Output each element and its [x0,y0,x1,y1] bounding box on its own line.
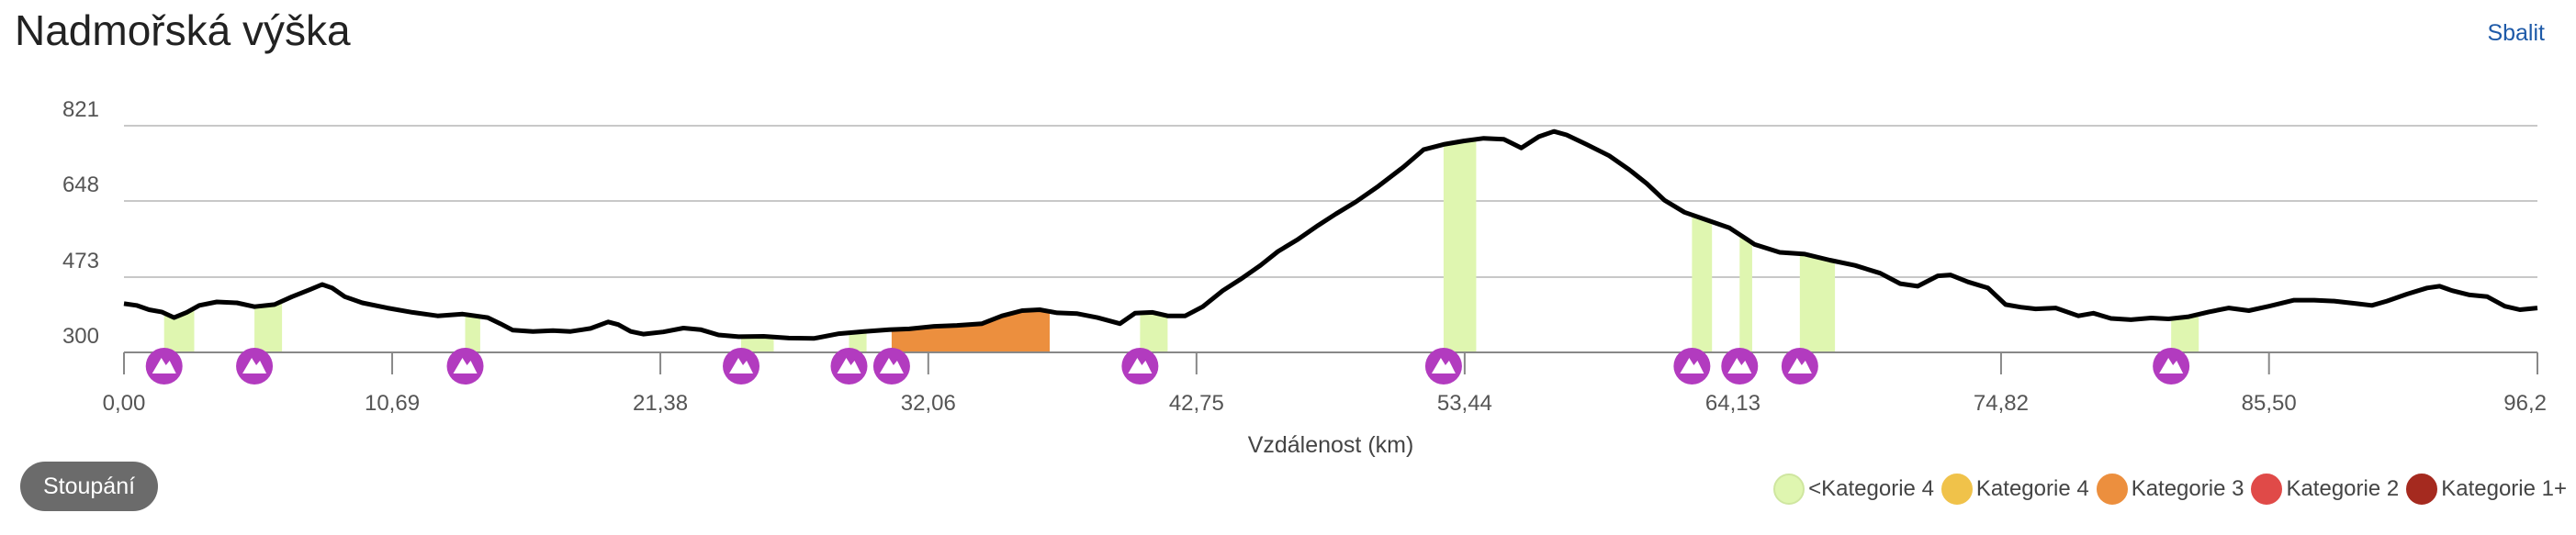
x-tick-label: 21,38 [633,391,688,416]
y-tick-label: 473 [62,249,99,273]
collapse-link[interactable]: Sbalit [2487,20,2545,46]
mountain-icon[interactable] [145,348,183,385]
legend-item[interactable]: Kategorie 3 [2096,474,2244,505]
mountain-icon[interactable] [1781,348,1818,385]
mountain-icon[interactable] [830,348,868,385]
climb-area[interactable] [891,309,1051,353]
legend-label: <Kategorie 4 [1808,476,1934,501]
climb-area[interactable] [1443,139,1477,352]
legend-item[interactable]: <Kategorie 4 [1773,474,1934,505]
mountain-icon[interactable] [1121,348,1159,385]
x-tick-label: 32,06 [901,391,956,416]
legend-item[interactable]: Kategorie 4 [1940,474,2089,505]
climb-area[interactable] [1799,253,1836,353]
climb-areas [163,139,2199,353]
mountain-icon[interactable] [236,348,274,385]
mountain-icon[interactable] [2153,348,2190,385]
mountain-icon[interactable] [872,348,910,385]
x-tick-label: 42,75 [1169,391,1224,416]
legend-swatch [2251,474,2283,505]
y-tick-label: 300 [62,324,99,349]
mountain-icon[interactable] [723,348,760,385]
x-axis: 0,00 10,69 21,38 32,06 42,75 53,44 64,13 74,82 8… [103,351,2547,416]
x-tick-label: 64,13 [1705,391,1760,416]
climb-area[interactable] [465,314,480,352]
y-tick-label: 648 [62,173,99,197]
x-tick-label: 96,2 [2503,391,2547,416]
mountain-icon[interactable] [1424,348,1462,385]
legend-label: Kategorie 3 [2131,476,2244,501]
climb-area[interactable] [741,336,774,353]
climb-area[interactable] [1692,215,1713,352]
legend-label: Kategorie 4 [1975,476,2089,501]
y-tick-label: 821 [62,97,99,122]
x-axis-title: Vzdálenost (km) [1248,432,1414,458]
x-tick-label: 0,00 [103,391,146,416]
x-tick-label: 53,44 [1437,391,1492,416]
legend-swatch [1773,474,1805,505]
climb-area[interactable] [163,307,195,352]
climb-area[interactable] [254,301,283,352]
climb-area[interactable] [2171,314,2199,353]
mountain-icon[interactable] [1721,348,1759,385]
elevation-profile-line [123,128,2538,341]
climb-markers [145,348,2190,385]
climb-area[interactable] [1739,234,1752,352]
climb-area[interactable] [1140,312,1168,352]
climb-area[interactable] [849,331,867,352]
legend-swatch [2406,474,2438,505]
legend: <Kategorie 4 Kategorie 4 Kategorie 3 Katego… [1766,474,2567,505]
x-tick-label: 10,69 [365,391,420,416]
page-title: Nadmořská výška [15,6,351,54]
mountain-icon[interactable] [1673,348,1711,385]
legend-label: Kategorie 1+ [2441,476,2567,501]
y-axis-labels: 300 473 648 821 [62,97,99,349]
legend-label: Kategorie 2 [2286,476,2400,501]
legend-item[interactable]: Kategorie 1+ [2406,474,2567,505]
climbs-button[interactable]: Stoupání [20,462,158,511]
legend-swatch [2096,474,2128,505]
legend-swatch [1940,474,1973,505]
mountain-icon[interactable] [446,348,484,385]
x-tick-label: 85,50 [2242,391,2297,416]
x-tick-label: 74,82 [1974,391,2029,416]
legend-item[interactable]: Kategorie 2 [2251,474,2399,505]
